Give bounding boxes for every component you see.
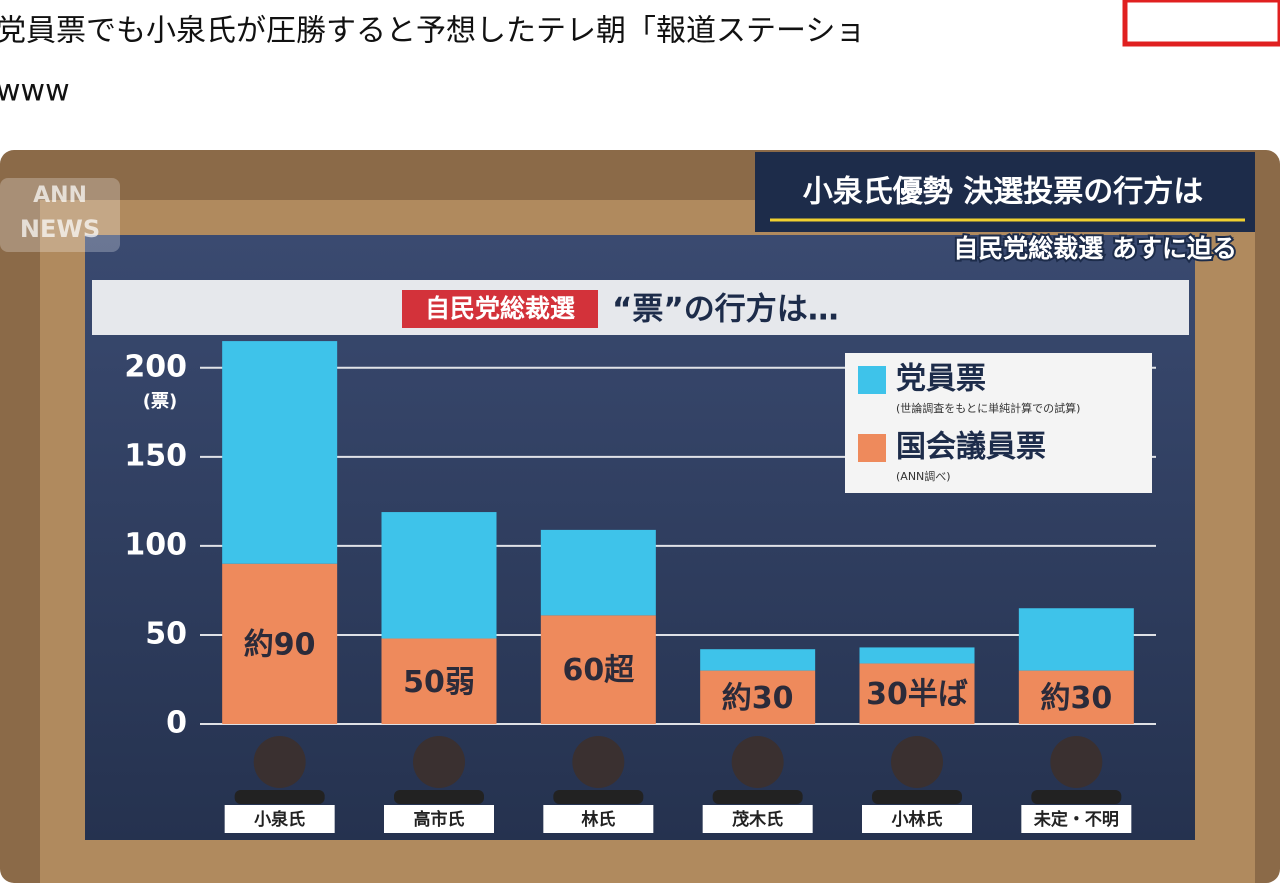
portrait-body	[234, 790, 325, 804]
legend-label: 党員票	[896, 362, 986, 397]
value-label: 約30	[1040, 681, 1112, 716]
bar-segment	[1018, 670, 1134, 724]
bar-segment	[700, 670, 816, 724]
chart-title: “票”の行方は…	[612, 292, 839, 328]
bar-segment	[222, 341, 338, 564]
name-box	[862, 805, 972, 833]
bar-segment	[700, 649, 816, 671]
title-tag	[402, 290, 598, 328]
y-unit: (票)	[143, 391, 177, 412]
value-label: 約30	[722, 681, 794, 716]
x-tick-label: 小泉氏	[254, 809, 305, 830]
value-label: 30半ば	[866, 677, 968, 712]
y-tick-label: 0	[166, 706, 187, 741]
x-tick-label: 未定・不明	[1033, 809, 1119, 830]
portrait-body	[553, 790, 644, 804]
badge	[1122, 0, 1280, 47]
legend-swatch	[858, 434, 886, 462]
x-tick-label: 林氏	[581, 809, 615, 830]
name-box	[224, 805, 335, 833]
name-box	[702, 805, 813, 833]
bar-segment	[859, 647, 975, 664]
portrait	[253, 736, 306, 788]
headline: 党員票でも小泉氏が圧勝すると予想したテレ朝「報道ステーショ	[0, 14, 865, 49]
bar-segment	[222, 563, 338, 724]
portrait-body	[1031, 790, 1122, 804]
legend	[845, 353, 1152, 493]
x-tick-label: 小林氏	[892, 809, 943, 830]
bar-segment	[540, 615, 656, 724]
portrait	[731, 736, 784, 788]
logo	[0, 178, 120, 252]
y-tick-label: 100	[124, 527, 187, 562]
bar-segment	[859, 663, 975, 724]
title-tag-text: 自民党総裁選	[425, 294, 575, 323]
title-bar	[92, 280, 1189, 335]
y-tick-label: 200	[124, 349, 187, 384]
x-tick-label: 高市氏	[414, 809, 465, 830]
portrait	[1050, 736, 1103, 788]
portrait	[413, 736, 465, 788]
y-tick-label: 50	[145, 616, 187, 651]
legend-note: (ANN調べ)	[896, 469, 951, 483]
bar-segment	[381, 638, 497, 724]
name-box	[384, 805, 494, 833]
value-label: 約90	[244, 627, 316, 662]
value-label: 50弱	[403, 665, 475, 700]
caption: 小泉氏優勢 決選投票の行方は	[803, 175, 1203, 210]
portrait	[572, 736, 625, 788]
logo-text: ANN	[33, 183, 87, 208]
subcaption: 自民党総裁選 あすに迫る	[953, 234, 1237, 263]
portrait-body	[712, 790, 803, 804]
portrait	[891, 736, 943, 788]
name-box	[1021, 805, 1132, 833]
portrait-body	[394, 790, 484, 804]
bar-segment	[1018, 608, 1134, 671]
legend-swatch	[858, 366, 886, 394]
legend-note: (世論調査をもとに単純計算での試算)	[896, 401, 1080, 415]
y-tick-label: 150	[124, 438, 187, 473]
bar-segment	[540, 529, 656, 616]
value-label: 60超	[562, 653, 635, 688]
portrait-body	[872, 790, 962, 804]
bar-segment	[381, 512, 497, 639]
name-box	[543, 805, 654, 833]
legend-label: 国会議員票	[896, 430, 1046, 465]
logo-text: NEWS	[20, 215, 100, 243]
headline: www	[0, 74, 70, 109]
x-tick-label: 茂木氏	[732, 809, 783, 830]
